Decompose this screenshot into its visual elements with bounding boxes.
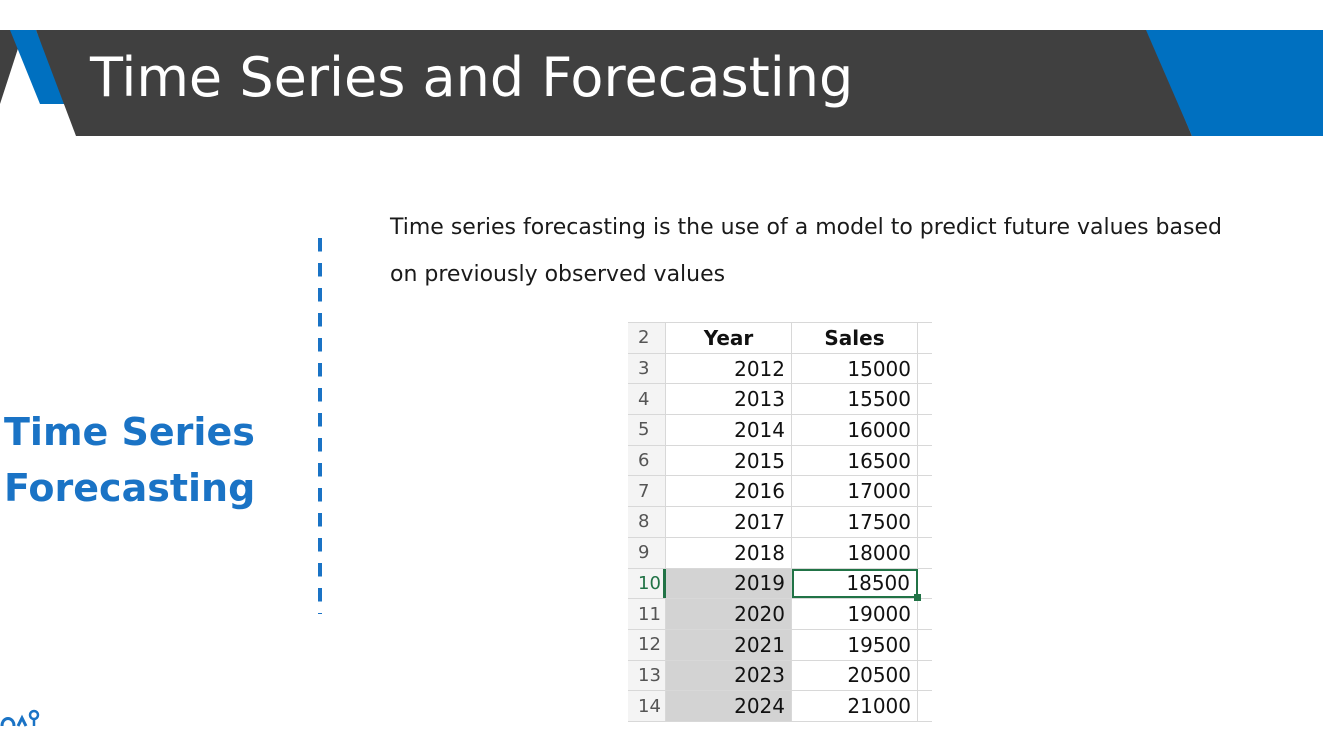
table-row: 3 2012 15000 [628,353,932,385]
sales-cell: 19500 [792,629,918,660]
header-row: 2 Year Sales [628,323,932,354]
sales-cell: 18000 [792,537,918,568]
year-cell: 2023 [666,660,792,691]
logo-icon [0,706,44,732]
year-cell: 2012 [666,353,792,384]
sales-cell: 15500 [792,384,918,415]
sales-cell: 15000 [792,353,918,384]
row-number: 8 [628,507,666,537]
table-row: 13 2023 20500 [628,660,932,692]
row-number: 7 [628,476,666,507]
year-cell: 2013 [666,384,792,415]
top-strip [0,0,1323,30]
header-sales: Sales [792,323,918,353]
sales-value: 19000 [847,602,911,627]
dashed-divider [318,238,322,614]
sales-value: 15500 [847,387,911,412]
table-row: 12 2021 19500 [628,629,932,661]
sheet-top-edge [628,318,932,323]
row-number: 6 [628,445,666,476]
sales-value: 15000 [847,356,911,381]
body-text-line-1: Time series forecasting is the use of a … [390,215,1222,240]
year-cell: 2024 [666,691,792,721]
row-number: 4 [628,384,666,415]
title-bar: Time Series and Forecasting [0,0,1323,140]
sales-value: 16000 [847,417,911,442]
side-heading-line-2: Forecasting [4,466,256,510]
row-number: 3 [628,353,666,384]
row-number: 9 [628,537,666,568]
side-heading: Time Series Forecasting [4,404,304,516]
table-row: 6 2015 16500 [628,445,932,477]
sales-value: 19500 [847,632,911,657]
row-number: 2 [628,323,666,353]
title-bar-shapes [0,30,1323,136]
sales-cell: 17500 [792,507,918,537]
sales-value: 21000 [847,694,911,719]
title-band [36,30,1192,136]
table-row: 9 2018 18000 [628,537,932,569]
sales-value: 16500 [847,448,911,473]
row-number: 10 [628,568,666,599]
row-number: 14 [628,691,666,721]
body-text: Time series forecasting is the use of a … [390,204,1250,298]
year-cell: 2016 [666,476,792,507]
row-number: 5 [628,415,666,445]
year-cell: 2015 [666,445,792,476]
sales-cell: 19000 [792,599,918,629]
slide-title: Time Series and Forecasting [90,46,854,109]
row-number: 11 [628,599,666,629]
right-blue-band [1146,30,1323,136]
sales-value: 18000 [847,540,911,565]
year-cell: 2014 [666,415,792,445]
data-rows: 3 2012 15000 4 2013 15500 5 2014 16000 6 2015 16500… [628,353,932,722]
left-blue-stripe [10,30,66,104]
sales-cell: 17000 [792,476,918,507]
year-cell: 2020 [666,599,792,629]
sales-cell: 16000 [792,415,918,445]
table-row: 8 2017 17500 [628,507,932,538]
side-heading-line-1: Time Series [4,410,255,454]
row-number: 12 [628,629,666,660]
sales-value: 17500 [847,509,911,534]
sales-value: 17000 [847,479,911,504]
fill-handle-icon [914,594,921,602]
row-number: 13 [628,660,666,691]
table-row: 7 2016 17000 [628,476,932,508]
year-cell: 2019 [666,568,792,599]
body-text-line-2: on previously observed values [390,262,726,287]
table-row: 4 2013 15500 [628,384,932,416]
spreadsheet-screenshot: 2 Year Sales 3 2012 15000 4 2013 15500 5 2014 16… [628,318,932,727]
year-cell: 2018 [666,537,792,568]
sales-value: 20500 [847,663,911,688]
selected-sales-cell: 18500 [792,568,921,602]
year-cell: 2017 [666,507,792,537]
sales-cell: 16500 [792,445,918,476]
sales-value: 18500 [846,571,910,596]
year-cell: 2021 [666,629,792,660]
table-row: 11 2020 19000 [628,599,932,630]
sales-cell: 21000 [792,691,918,721]
header-year: Year [666,323,792,353]
table-row: 10 2019 18500 [628,568,932,602]
sales-cell: 20500 [792,660,918,691]
table-row: 14 2024 21000 [628,691,932,722]
table-row: 5 2014 16000 [628,415,932,446]
